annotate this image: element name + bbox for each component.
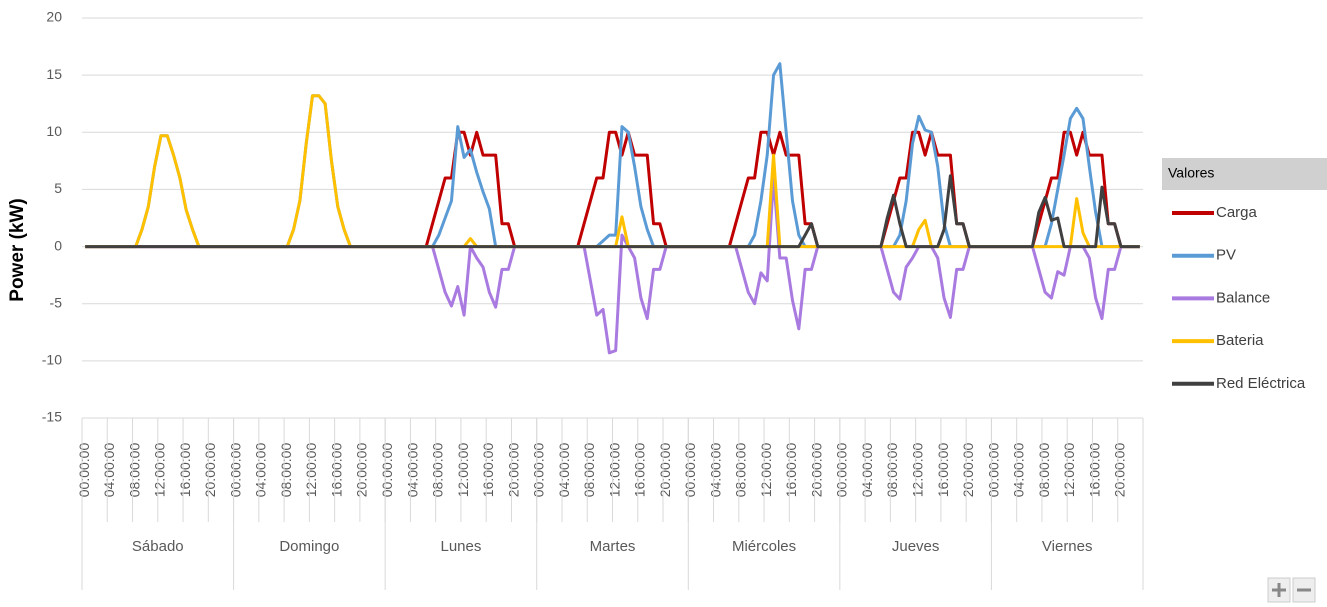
x-tick-label: 16:00:00 <box>935 443 951 498</box>
y-tick-label: -15 <box>42 409 62 425</box>
x-tick-label: 00:00:00 <box>682 443 698 498</box>
x-tick-label: 16:00:00 <box>783 443 799 498</box>
x-tick-label: 04:00:00 <box>707 443 723 498</box>
x-tick-label: 00:00:00 <box>531 443 547 498</box>
y-tick-label: 15 <box>46 66 62 82</box>
y-tick-label: 20 <box>46 9 62 25</box>
x-tick-label: 08:00:00 <box>884 443 900 498</box>
group-label: Sábado <box>132 538 184 555</box>
legend-label: Balance <box>1216 289 1270 306</box>
x-tick-label: 08:00:00 <box>1036 443 1052 498</box>
x-tick-label: 04:00:00 <box>101 443 117 498</box>
group-label: Domingo <box>279 538 339 555</box>
group-label: Martes <box>590 538 636 555</box>
x-tick-label: 12:00:00 <box>455 443 471 498</box>
group-label: Jueves <box>892 538 940 555</box>
legend-header <box>1162 158 1327 190</box>
y-axis-label: Power (kW) <box>7 198 28 301</box>
plus-icon <box>1272 583 1286 597</box>
x-tick-label: 16:00:00 <box>328 443 344 498</box>
x-tick-label: 20:00:00 <box>505 443 521 498</box>
group-label: Miércoles <box>732 538 796 555</box>
legend-label: Red Eléctrica <box>1216 375 1306 392</box>
x-tick-label: 04:00:00 <box>1011 443 1027 498</box>
x-tick-label: 00:00:00 <box>985 443 1001 498</box>
x-tick-label: 20:00:00 <box>808 443 824 498</box>
group-label: Viernes <box>1042 538 1093 555</box>
group-label: Lunes <box>440 538 481 555</box>
legend-label: Carga <box>1216 204 1258 221</box>
series-line <box>85 176 1140 355</box>
x-tick-label: 20:00:00 <box>960 443 976 498</box>
series-line <box>85 94 1140 249</box>
x-tick-label: 16:00:00 <box>632 443 648 498</box>
x-tick-label: 00:00:00 <box>227 443 243 498</box>
x-tick-label: 12:00:00 <box>1061 443 1077 498</box>
x-tick-label: 20:00:00 <box>354 443 370 498</box>
x-tick-label: 08:00:00 <box>733 443 749 498</box>
zoom-buttons[interactable] <box>1267 577 1316 603</box>
x-tick-label: 00:00:00 <box>834 443 850 498</box>
y-tick-label: 5 <box>54 180 62 196</box>
series-line <box>85 62 1140 249</box>
y-tick-label: 0 <box>54 237 62 253</box>
legend-title: Valores <box>1168 165 1214 181</box>
x-tick-label: 12:00:00 <box>606 443 622 498</box>
legend-label: Bateria <box>1216 332 1264 349</box>
x-tick-label: 12:00:00 <box>152 443 168 498</box>
x-tick-label: 12:00:00 <box>910 443 926 498</box>
x-tick-label: 04:00:00 <box>556 443 572 498</box>
y-tick-label: -10 <box>42 352 62 368</box>
x-tick-label: 16:00:00 <box>1086 443 1102 498</box>
x-tick-label: 04:00:00 <box>404 443 420 498</box>
x-tick-label: 08:00:00 <box>278 443 294 498</box>
legend-label: PV <box>1216 247 1236 264</box>
x-tick-label: 16:00:00 <box>480 443 496 498</box>
x-tick-label: 20:00:00 <box>1112 443 1128 498</box>
x-tick-label: 08:00:00 <box>430 443 446 498</box>
x-tick-label: 16:00:00 <box>177 443 193 498</box>
y-tick-label: 10 <box>46 123 62 139</box>
x-tick-label: 04:00:00 <box>253 443 269 498</box>
x-tick-label: 08:00:00 <box>126 443 142 498</box>
x-tick-label: 20:00:00 <box>202 443 218 498</box>
y-tick-label: -5 <box>50 294 63 310</box>
x-tick-label: 00:00:00 <box>76 443 92 498</box>
series-line <box>85 174 1140 249</box>
x-tick-label: 12:00:00 <box>758 443 774 498</box>
x-tick-label: 00:00:00 <box>379 443 395 498</box>
x-tick-label: 04:00:00 <box>859 443 875 498</box>
x-tick-label: 08:00:00 <box>581 443 597 498</box>
x-tick-label: 20:00:00 <box>657 443 673 498</box>
x-tick-label: 12:00:00 <box>303 443 319 498</box>
